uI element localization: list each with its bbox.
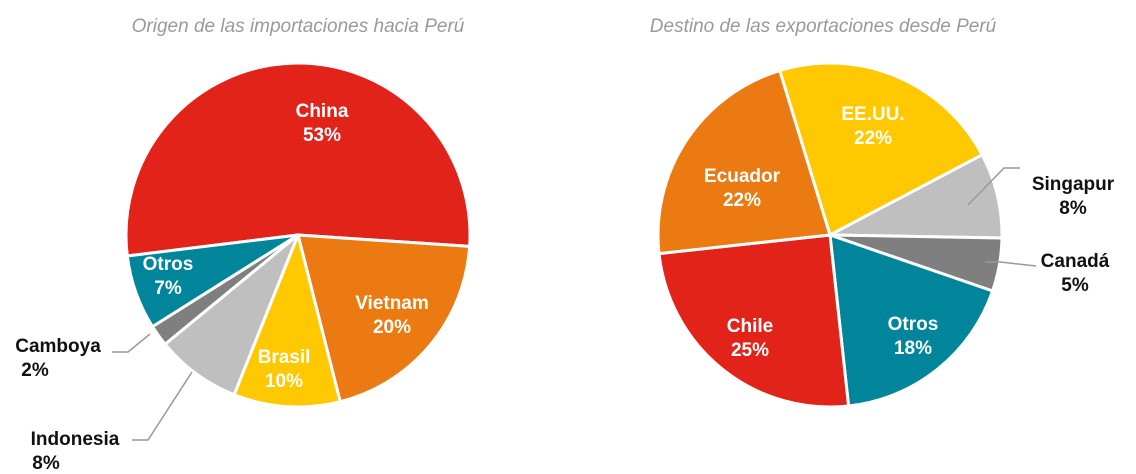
slice-label: Chile	[727, 316, 773, 337]
leader-line	[985, 261, 1037, 267]
slice-value: 22%	[723, 190, 761, 211]
pie-slice	[828, 233, 995, 408]
slice-value: 8%	[32, 453, 60, 474]
slice-value: 25%	[731, 340, 769, 361]
slice-label: Vietnam	[355, 293, 429, 314]
slice-value: 20%	[373, 317, 411, 338]
slice-label: Otros	[888, 314, 939, 335]
slice-value: 5%	[1061, 275, 1089, 296]
slice-label: Brasil	[258, 347, 311, 368]
pie-slice	[657, 233, 851, 409]
slice-label: Indonesia	[31, 429, 120, 450]
slice-value: 53%	[303, 125, 341, 146]
chart-title: Origen de las importaciones hacia Perú	[132, 16, 465, 37]
slice-value: 7%	[154, 278, 182, 299]
slice-label: EE.UU.	[841, 104, 904, 125]
leader-line	[132, 371, 193, 441]
slice-label: Singapur	[1032, 174, 1115, 195]
slice-value: 22%	[854, 128, 892, 149]
pie-slice	[656, 69, 832, 256]
pie-slice	[124, 61, 472, 258]
pie-slice	[125, 233, 300, 329]
slice-label: Camboya	[15, 336, 101, 357]
chart-title: Destino de las exportaciones desde Perú	[650, 16, 997, 37]
slice-value: 10%	[265, 371, 303, 392]
pie-slice	[296, 233, 472, 404]
slice-value: 8%	[1059, 198, 1087, 219]
slice-label: China	[296, 101, 349, 122]
leader-line	[112, 333, 151, 353]
leader-line	[967, 167, 1020, 206]
slice-value: 2%	[21, 360, 49, 381]
slice-label: Otros	[143, 254, 194, 275]
slice-label: Canadá	[1041, 251, 1110, 272]
pie-slice	[778, 61, 984, 237]
slice-value: 18%	[894, 338, 932, 359]
pie-slice	[232, 233, 342, 409]
slice-label: Ecuador	[704, 166, 781, 187]
